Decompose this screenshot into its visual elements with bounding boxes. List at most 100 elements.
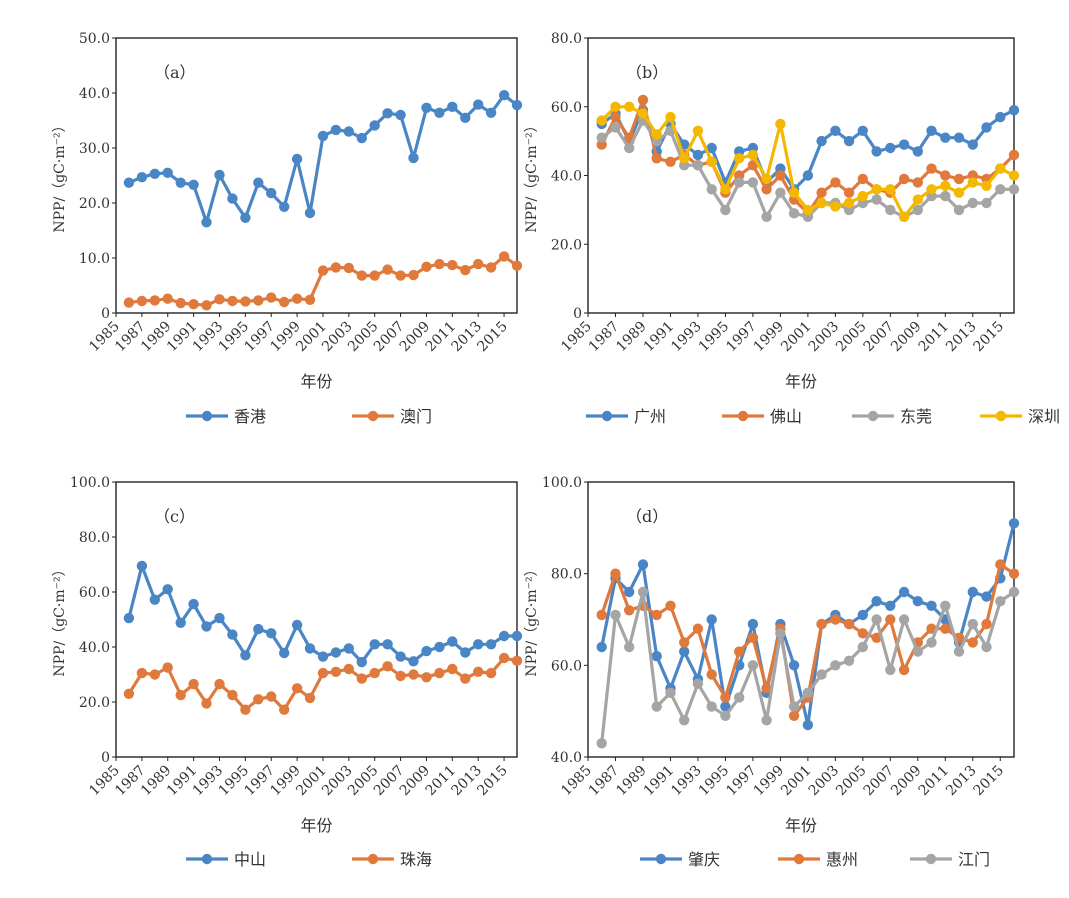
data-point <box>734 153 745 164</box>
data-point <box>511 630 523 642</box>
data-point <box>1008 149 1020 161</box>
legend-marker <box>737 410 749 422</box>
data-point <box>610 122 621 133</box>
x-tick-label: 2001 <box>778 319 815 356</box>
data-point <box>343 126 354 137</box>
data-point <box>1008 170 1020 181</box>
data-point <box>953 187 965 198</box>
data-point <box>382 264 393 275</box>
x-tick-label: 1987 <box>586 319 623 356</box>
x-tick-label: 1993 <box>668 763 705 800</box>
data-point <box>330 647 342 658</box>
data-point <box>940 600 951 611</box>
data-point <box>624 605 635 616</box>
data-point <box>679 646 690 657</box>
y-tick-label: 20.0 <box>79 695 110 711</box>
x-tick-label: 1985 <box>558 319 595 356</box>
x-tick-label: 2011 <box>916 763 953 800</box>
data-point <box>720 701 731 712</box>
data-point <box>651 129 662 140</box>
data-point <box>940 170 951 181</box>
data-point <box>967 637 978 648</box>
series-line <box>600 118 1014 219</box>
data-point <box>473 99 484 110</box>
data-point <box>788 187 800 198</box>
x-tick-label: 2003 <box>806 319 843 356</box>
data-point <box>706 701 717 712</box>
data-point <box>912 596 923 607</box>
data-point <box>871 596 882 607</box>
x-tick-label: 2007 <box>861 763 898 800</box>
legend-label: 肇庆 <box>688 850 720 869</box>
data-point <box>304 207 316 219</box>
data-point <box>610 609 621 621</box>
data-point <box>434 258 445 270</box>
data-point <box>382 639 393 650</box>
panel-label: （b） <box>626 63 668 82</box>
data-point <box>775 170 786 181</box>
data-point <box>761 173 772 185</box>
legend-label: 澳门 <box>400 407 432 426</box>
x-tick-label: 1997 <box>723 763 760 800</box>
data-point <box>201 217 212 228</box>
data-point <box>898 586 910 598</box>
data-point <box>356 656 367 668</box>
legend-entry: 肇庆 <box>640 850 720 869</box>
data-point <box>434 107 445 119</box>
data-point <box>1008 184 1020 195</box>
series-2 <box>596 586 1020 749</box>
data-point <box>843 135 855 147</box>
x-tick-label: 1993 <box>668 319 705 356</box>
data-point <box>816 135 827 147</box>
data-point <box>857 628 868 639</box>
legend-entry: 中山 <box>186 850 266 869</box>
data-point <box>136 667 148 679</box>
data-point <box>485 667 497 679</box>
data-point <box>830 125 841 136</box>
data-point <box>885 614 896 625</box>
data-point <box>816 669 827 680</box>
series-1 <box>123 652 523 715</box>
data-point <box>123 688 135 699</box>
x-tick-label: 2005 <box>833 319 870 356</box>
data-point <box>408 152 419 164</box>
data-point <box>912 177 923 188</box>
legend-marker <box>655 853 667 865</box>
legend-entry: 澳门 <box>352 407 432 426</box>
y-axis-title: NPP/（gC·m⁻²） <box>524 562 540 676</box>
data-point <box>788 710 800 721</box>
data-point <box>692 149 704 161</box>
data-point <box>330 666 342 677</box>
data-point <box>447 663 458 675</box>
data-point <box>214 612 225 624</box>
data-point <box>940 132 951 143</box>
x-tick-label: 1999 <box>751 763 788 800</box>
legend-label: 江门 <box>958 850 990 869</box>
data-point <box>123 612 135 624</box>
data-point <box>995 559 1006 570</box>
data-point <box>981 122 992 133</box>
data-point <box>485 107 497 119</box>
data-point <box>266 691 277 702</box>
data-point <box>421 261 432 272</box>
x-tick-label: 2015 <box>971 763 1008 800</box>
data-point <box>830 177 841 188</box>
data-point <box>460 647 471 658</box>
data-point <box>995 596 1006 607</box>
data-point <box>912 146 923 157</box>
data-point <box>624 586 635 598</box>
data-point <box>343 663 354 675</box>
y-tick-label: 80.0 <box>79 530 110 546</box>
plot-frame <box>587 481 1015 758</box>
legend-entry: 江门 <box>910 850 990 869</box>
x-tick-label: 1999 <box>751 319 788 356</box>
chart-panel-a: 010.020.030.040.050.01985198719891991199… <box>52 31 523 426</box>
data-point <box>720 184 731 195</box>
x-tick-label: 1989 <box>613 319 650 356</box>
data-point <box>953 204 965 216</box>
data-point <box>802 719 814 731</box>
data-point <box>624 101 635 113</box>
x-tick-label: 2013 <box>943 319 980 356</box>
legend-marker <box>925 853 937 865</box>
